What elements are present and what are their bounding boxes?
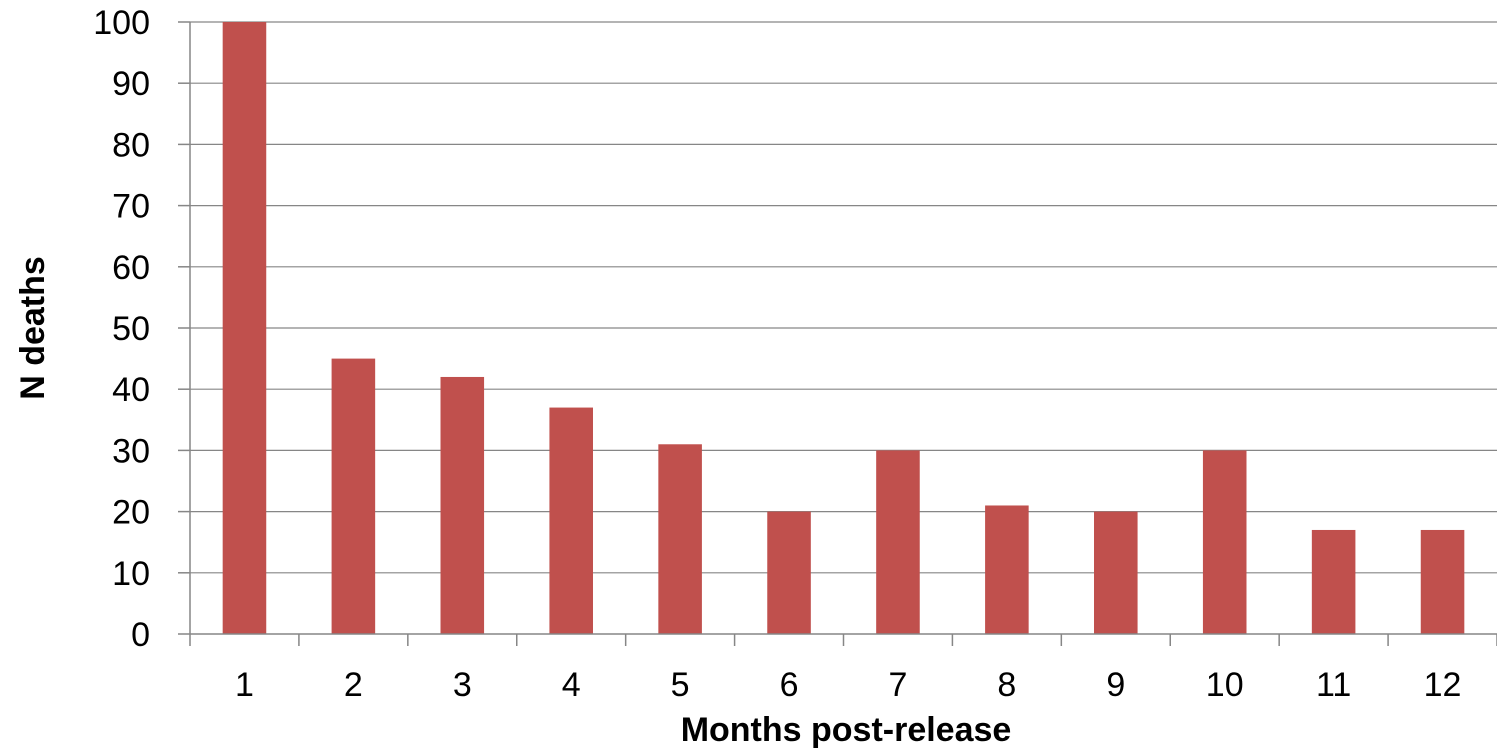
x-axis-title: Months post-release [681,711,1012,749]
x-tick-label: 10 [1206,666,1244,704]
x-tick-label: 1 [235,666,254,704]
y-tick-label: 10 [112,555,150,593]
bar [441,377,485,634]
y-tick-label: 60 [112,249,150,287]
bar [985,505,1029,634]
bar [767,512,811,634]
x-tick-label: 6 [780,666,799,704]
y-tick-label: 80 [112,126,150,164]
x-tick-label: 8 [997,666,1016,704]
y-tick-label: 100 [93,4,150,42]
x-tick-label: 2 [344,666,363,704]
x-tick-label: 5 [671,666,690,704]
x-tick-label: 11 [1316,666,1351,704]
x-tick-label: 12 [1424,666,1462,704]
y-tick-label: 90 [112,65,150,103]
x-tick-label: 7 [888,666,907,704]
y-tick-label: 0 [131,616,150,654]
bar [1312,530,1356,634]
y-tick-label: 30 [112,432,150,470]
bar [223,22,267,634]
y-tick-label: 20 [112,494,150,532]
bar [1421,530,1465,634]
bar [876,450,920,634]
x-tick-labels: 1 2 3 4 5 6 7 8 9 10 11 12 [235,666,1461,704]
bar [332,359,376,634]
bar [1094,512,1138,634]
gridlines [190,22,1497,573]
bar [658,444,702,634]
y-tick-label: 70 [112,188,150,226]
y-axis-title: N deaths [14,256,52,400]
y-tick-label: 40 [112,371,150,409]
x-tick-label: 9 [1106,666,1125,704]
axes [178,22,1497,646]
y-tick-labels: 0 10 20 30 40 50 60 70 80 90 100 [93,4,150,654]
bar [549,408,593,634]
bar [1203,450,1247,634]
x-tick-label: 4 [562,666,581,704]
x-tick-label: 3 [453,666,472,704]
y-tick-label: 50 [112,310,150,348]
